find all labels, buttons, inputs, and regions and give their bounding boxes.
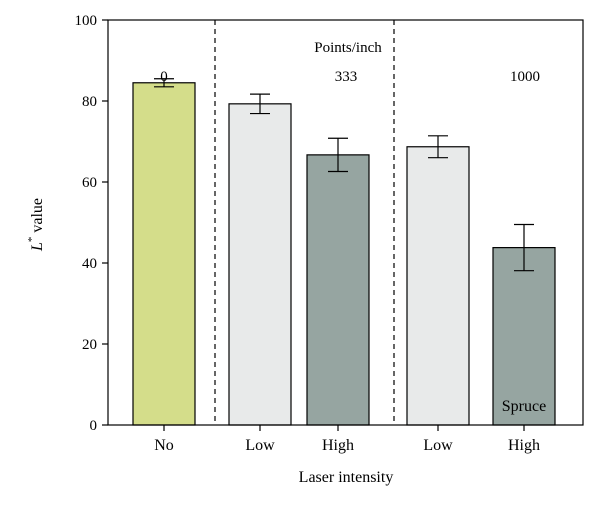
y-tick-label: 40 xyxy=(82,256,97,272)
group-label: 0 xyxy=(160,69,168,85)
y-tick-label: 60 xyxy=(82,175,97,191)
y-axis-title-sup: * xyxy=(26,237,38,243)
y-axis-title: L* value xyxy=(26,198,46,252)
x-tick-label: No xyxy=(154,437,174,454)
x-tick-label: High xyxy=(508,437,540,454)
bar xyxy=(228,103,292,426)
x-axis-title: Laser intensity xyxy=(299,469,394,486)
spruce-label: Spruce xyxy=(502,398,546,415)
group-labels: 0 333 1000 xyxy=(160,69,540,85)
x-tick-label: High xyxy=(322,437,354,454)
bar xyxy=(132,82,196,426)
y-tick-label: 20 xyxy=(82,337,97,353)
group-label: 333 xyxy=(335,69,358,85)
bar xyxy=(406,146,470,426)
bar xyxy=(306,154,370,426)
y-tick-label: 80 xyxy=(82,94,97,110)
x-tick-label: Low xyxy=(245,437,275,454)
y-axis-ticks: 0 20 40 60 80 100 xyxy=(75,13,108,434)
plot-frame xyxy=(107,19,584,426)
group-label: 1000 xyxy=(510,69,540,85)
error-bars-layer xyxy=(154,78,534,272)
x-tick-label: Low xyxy=(423,437,453,454)
y-tick-label: 0 xyxy=(90,418,98,434)
points-per-inch-annotation: Points/inch xyxy=(314,40,382,56)
y-axis-title-rest: value xyxy=(29,198,46,237)
separators-layer xyxy=(214,20,395,425)
bar xyxy=(492,247,556,426)
y-axis-title-main: L xyxy=(29,242,46,252)
x-axis-ticks: No Low High Low High xyxy=(154,425,540,454)
bars-layer xyxy=(132,82,556,426)
y-tick-label: 100 xyxy=(75,13,98,29)
